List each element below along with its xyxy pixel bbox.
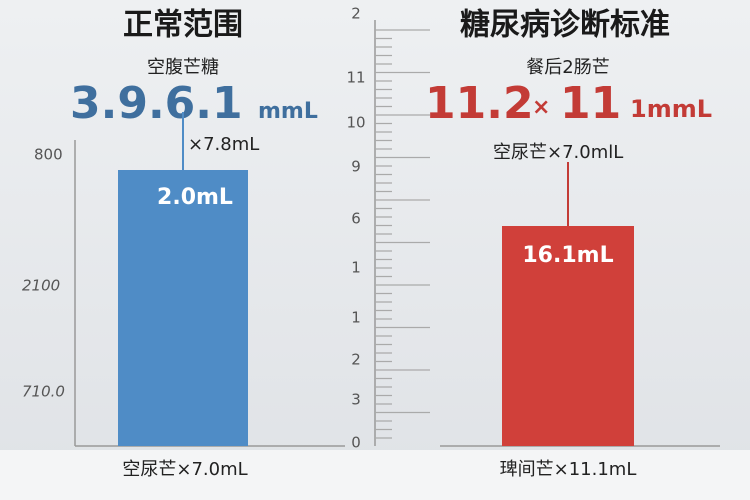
ruler-label: 2 [351,5,361,23]
ruler-label: 1 [351,309,361,327]
footer-strip [0,450,750,500]
right-bar-label: 16.1mL [522,243,613,268]
right-subtitle: 餐后2肠芒 [526,57,609,78]
left-axis-label: 2100 [22,277,60,295]
right-title: 糖尿病诊断标准 [460,8,670,43]
ruler-label: 3 [351,391,361,409]
right-bar [502,226,634,446]
ruler-label: 1 [351,259,361,277]
left-axis-label: 710.0 [22,383,65,401]
right-big-unit: 1mmL [630,95,712,123]
right-big-value: 11.2 [425,78,534,129]
ruler-label: 2 [351,351,361,369]
left-title: 正常范围 [123,8,243,43]
ruler-label: 9 [351,158,361,176]
left-note: ×7.8mL [188,134,259,155]
left-axis-label: 800 [34,146,63,164]
right-big-value2: 11 [560,78,621,129]
left-subtitle: 空腹芒糖 [147,57,219,78]
right-note: 空尿芒×7.0mlL [493,142,623,163]
left-big-value: 3.9.6.1 [70,78,243,129]
ruler-label: 6 [351,210,361,228]
ruler-label: 10 [346,114,365,132]
left-bar [118,170,248,446]
ruler-label: 0 [351,434,361,452]
left-footer: 空尿芒×7.0mL [122,459,247,480]
right-footer: 琕间芒×11.1mL [500,459,637,480]
ruler-label: 11 [346,69,365,87]
left-bar-label: 2.0mL [157,185,233,210]
right-big-sep: × [532,95,550,120]
left-big-unit: mmL [258,99,318,124]
